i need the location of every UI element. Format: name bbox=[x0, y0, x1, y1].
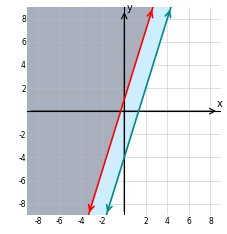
Polygon shape bbox=[27, 7, 152, 215]
Text: y: y bbox=[126, 3, 132, 13]
Text: x: x bbox=[216, 99, 222, 109]
Polygon shape bbox=[88, 7, 170, 215]
